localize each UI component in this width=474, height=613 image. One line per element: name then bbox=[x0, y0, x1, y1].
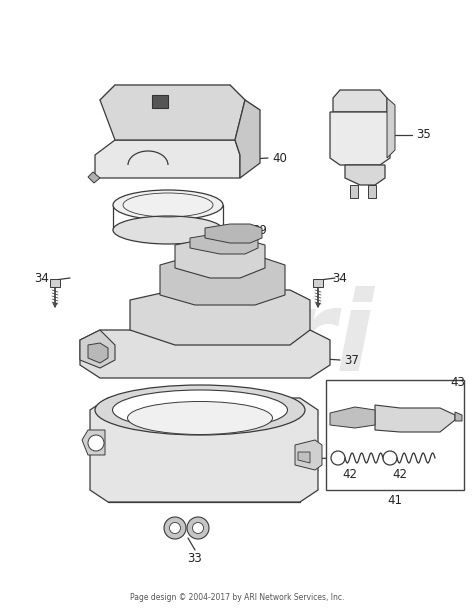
Circle shape bbox=[170, 522, 181, 533]
Text: 43: 43 bbox=[451, 376, 465, 389]
Polygon shape bbox=[333, 90, 387, 112]
Polygon shape bbox=[387, 98, 395, 158]
Ellipse shape bbox=[128, 402, 273, 435]
Polygon shape bbox=[175, 238, 265, 278]
Ellipse shape bbox=[112, 390, 288, 430]
Polygon shape bbox=[205, 224, 262, 243]
Polygon shape bbox=[330, 407, 375, 428]
Polygon shape bbox=[82, 430, 105, 455]
Ellipse shape bbox=[95, 385, 305, 435]
Polygon shape bbox=[455, 412, 462, 421]
Text: 34: 34 bbox=[333, 272, 347, 284]
Text: 40: 40 bbox=[273, 151, 287, 164]
Text: ari: ari bbox=[206, 286, 374, 394]
Polygon shape bbox=[330, 112, 390, 165]
Text: 35: 35 bbox=[417, 129, 431, 142]
Polygon shape bbox=[190, 233, 258, 254]
Ellipse shape bbox=[113, 190, 223, 220]
Polygon shape bbox=[160, 255, 285, 305]
Text: 39: 39 bbox=[253, 224, 267, 237]
Text: 42: 42 bbox=[392, 468, 408, 481]
Ellipse shape bbox=[113, 216, 223, 244]
Polygon shape bbox=[95, 140, 240, 178]
Polygon shape bbox=[50, 279, 60, 287]
Circle shape bbox=[192, 522, 203, 533]
Circle shape bbox=[88, 435, 104, 451]
Polygon shape bbox=[100, 85, 245, 140]
Text: 42: 42 bbox=[343, 468, 357, 481]
Circle shape bbox=[245, 275, 265, 295]
Polygon shape bbox=[375, 405, 455, 432]
Polygon shape bbox=[88, 172, 100, 183]
Polygon shape bbox=[152, 95, 168, 108]
Text: 41: 41 bbox=[388, 493, 402, 506]
Circle shape bbox=[164, 517, 186, 539]
Circle shape bbox=[187, 517, 209, 539]
Text: 33: 33 bbox=[188, 552, 202, 565]
Text: 38: 38 bbox=[202, 267, 218, 280]
Polygon shape bbox=[88, 343, 108, 363]
Polygon shape bbox=[313, 279, 323, 287]
Polygon shape bbox=[298, 452, 310, 463]
Text: 32: 32 bbox=[335, 452, 349, 465]
FancyBboxPatch shape bbox=[326, 380, 464, 490]
Text: 34: 34 bbox=[35, 272, 49, 284]
Polygon shape bbox=[295, 440, 322, 470]
Circle shape bbox=[250, 280, 260, 290]
Text: Page design © 2004-2017 by ARI Network Services, Inc.: Page design © 2004-2017 by ARI Network S… bbox=[130, 593, 344, 603]
Polygon shape bbox=[80, 330, 115, 368]
Polygon shape bbox=[235, 100, 260, 178]
Polygon shape bbox=[345, 165, 385, 185]
Polygon shape bbox=[80, 330, 330, 378]
Polygon shape bbox=[130, 290, 310, 345]
Text: 37: 37 bbox=[345, 354, 359, 367]
Polygon shape bbox=[350, 185, 358, 198]
Polygon shape bbox=[368, 185, 376, 198]
Polygon shape bbox=[90, 398, 318, 502]
